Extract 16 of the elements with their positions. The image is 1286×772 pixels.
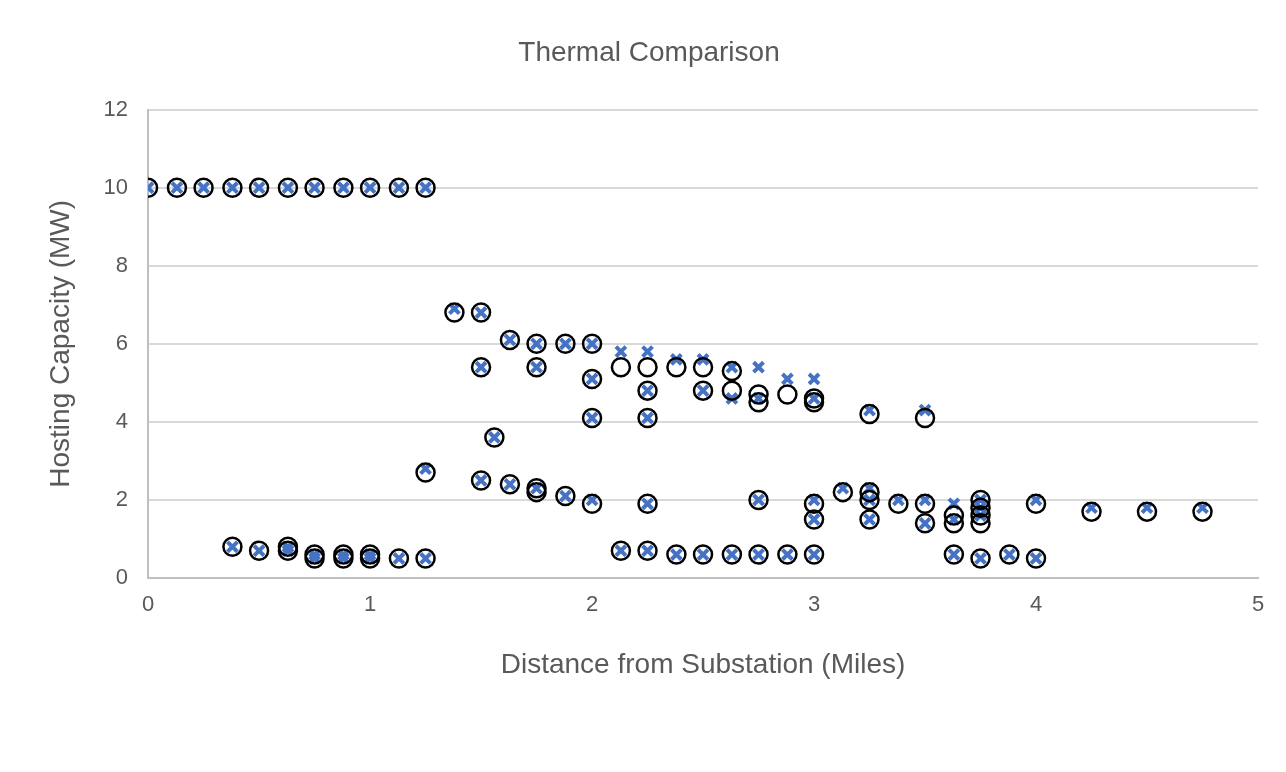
y-tick-label: 6 (115, 329, 129, 355)
x-tick-label: 2 (585, 591, 599, 617)
y-tick-label: 2 (115, 486, 129, 511)
x-tick-label: 3 (807, 591, 821, 617)
y-axis-title: Hosting Capacity (MW) (43, 199, 75, 488)
x-tick-label: 4 (1029, 591, 1043, 617)
chart-title: Thermal Comparison (518, 35, 780, 67)
y-tick-label: 0 (115, 564, 129, 590)
y-tick-label: 8 (115, 251, 129, 277)
y-tick-label: 12 (103, 95, 129, 121)
x-tick-label: 1 (363, 591, 377, 617)
y-tick-label: 10 (103, 173, 129, 199)
y-tick-label: 4 (115, 407, 129, 433)
x-axis-title: Distance from Substation (Miles) (500, 647, 906, 679)
x-tick-label: 0 (141, 591, 155, 617)
x-tick-label: 5 (1251, 591, 1265, 617)
